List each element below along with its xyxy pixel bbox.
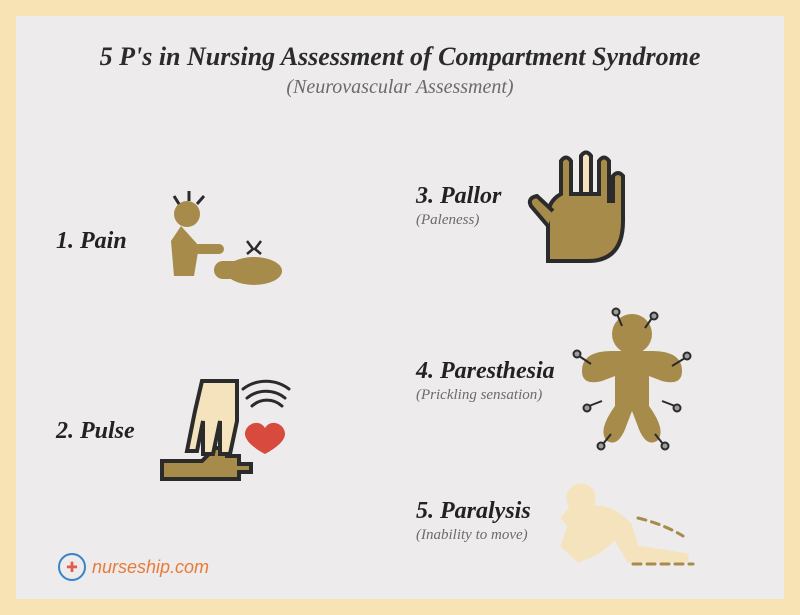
item-sub-paralysis: (Inability to move): [416, 527, 531, 544]
item-label-paresthesia: 4. Paresthesia: [416, 358, 555, 385]
watermark-logo-icon: ✚: [58, 553, 86, 581]
paresthesia-icon: [567, 306, 697, 456]
item-pulse: 2. Pulse: [56, 366, 297, 496]
item-pain: 1. Pain: [56, 186, 289, 296]
paralysis-icon: [543, 476, 703, 566]
outer-frame: 5 P's in Nursing Assessment of Compartme…: [0, 0, 800, 615]
pallor-icon: [513, 146, 633, 266]
item-sub-paresthesia: (Prickling sensation): [416, 387, 555, 404]
item-paralysis: 5. Paralysis (Inability to move): [416, 476, 703, 566]
item-label-pulse: 2. Pulse: [56, 418, 135, 445]
item-label-paralysis: 5. Paralysis: [416, 498, 531, 525]
watermark: ✚ nurseship.com: [58, 553, 209, 581]
inner-canvas: 5 P's in Nursing Assessment of Compartme…: [16, 16, 784, 599]
item-label-pain: 1. Pain: [56, 228, 127, 255]
pain-icon: [139, 186, 289, 296]
items-grid: 1. Pain: [16, 16, 784, 599]
item-label-pallor: 3. Pallor: [416, 183, 501, 210]
item-sub-pallor: (Paleness): [416, 212, 501, 229]
item-pallor: 3. Pallor (Paleness): [416, 146, 633, 266]
pulse-icon: [147, 366, 297, 496]
item-paresthesia: 4. Paresthesia (Prickling sensation): [416, 306, 697, 456]
watermark-text: nurseship.com: [92, 557, 209, 578]
